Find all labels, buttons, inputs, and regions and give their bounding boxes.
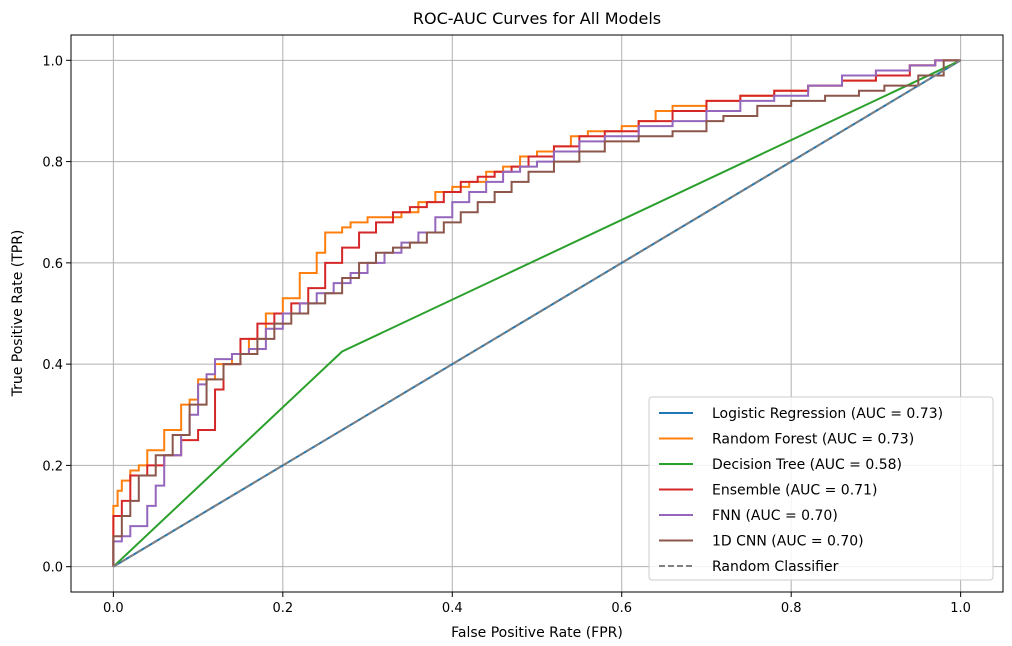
chart-title: ROC-AUC Curves for All Models [413, 9, 661, 28]
legend-entry-random-classifier: Random Classifier [712, 559, 839, 575]
series-line-decision-tree [112, 59, 962, 568]
y-tick-label: 0.8 [42, 156, 63, 171]
y-tick-label: 1.0 [42, 54, 63, 69]
legend-entry-fnn: FNN (AUC = 0.70) [712, 508, 838, 524]
legend-entry-random-forest: Random Forest (AUC = 0.73) [712, 432, 914, 448]
series-line-random-classifier [112, 59, 962, 568]
x-tick-label: 0.2 [272, 601, 293, 616]
x-axis-ticks: 0.0 0.2 0.4 0.6 0.8 1.0 [103, 592, 971, 616]
y-tick-label: 0.6 [42, 257, 63, 272]
x-tick-label: 1.0 [950, 601, 971, 616]
y-tick-label: 0.4 [42, 358, 63, 373]
series-line-ensemble [112, 59, 961, 567]
y-tick-label: 0.2 [42, 459, 63, 474]
x-tick-label: 0.0 [103, 601, 124, 616]
series-line-1d-cnn [112, 59, 961, 567]
y-axis-label: True Positive Rate (TPR) [10, 230, 26, 398]
legend-entry-logistic-regression: Logistic Regression (AUC = 0.73) [712, 406, 943, 422]
x-axis-label: False Positive Rate (FPR) [451, 625, 623, 641]
legend: Logistic Regression (AUC = 0.73) Random F… [648, 396, 994, 581]
y-tick-label: 0.0 [42, 561, 63, 576]
legend-entry-1d-cnn: 1D CNN (AUC = 0.70) [712, 534, 864, 550]
x-tick-label: 0.4 [442, 601, 463, 616]
legend-box [648, 396, 994, 581]
plot-frame [70, 34, 1004, 593]
y-axis-ticks: 0.0 0.2 0.4 0.6 0.8 1.0 [42, 54, 71, 576]
legend-entry-decision-tree: Decision Tree (AUC = 0.58) [712, 457, 902, 473]
x-tick-label: 0.8 [781, 601, 802, 616]
legend-entry-ensemble: Ensemble (AUC = 0.71) [712, 483, 877, 499]
plot-lines [112, 59, 962, 568]
x-tick-label: 0.6 [611, 601, 632, 616]
